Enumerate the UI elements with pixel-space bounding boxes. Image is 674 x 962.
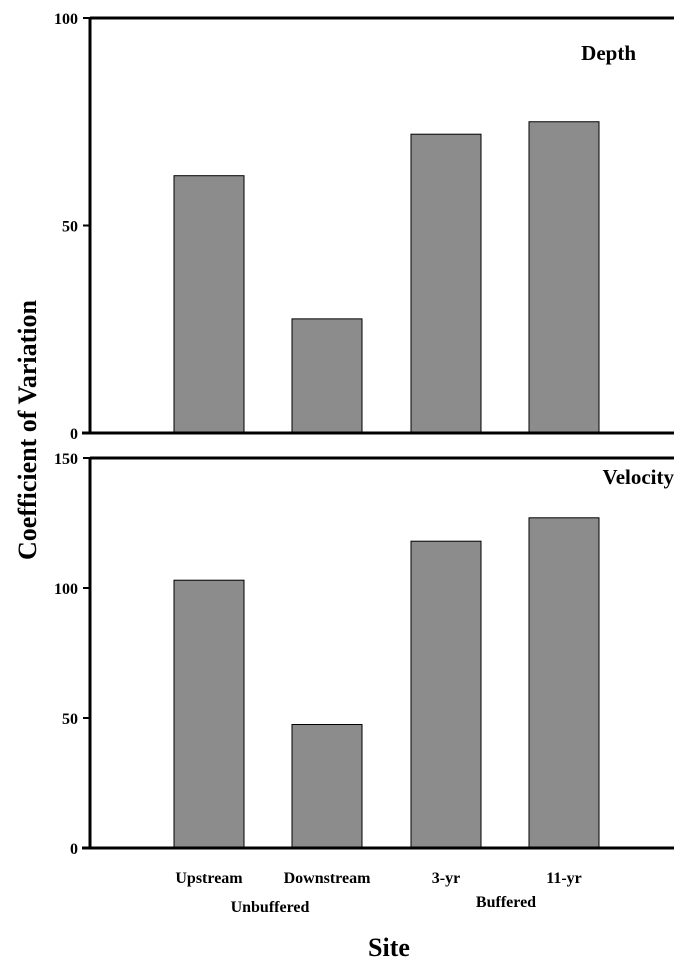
depth-panel: 0 50 100 [54, 11, 674, 443]
y-axis-title: Coefficient of Variation [13, 299, 42, 560]
x-axis-title: Site [368, 933, 410, 962]
velocity-panel-title: Velocity [602, 465, 674, 489]
x-tick-label: 3-yr [432, 870, 460, 887]
bar-11-yr [528, 517, 600, 849]
y-tick-label: 100 [54, 11, 78, 28]
bar-3-yr [410, 540, 482, 849]
x-tick-label: Upstream [175, 870, 243, 887]
x-tick-label: 11-yr [546, 870, 582, 887]
bar-3-yr [410, 133, 482, 434]
bar-upstream [173, 175, 245, 434]
velocity-panel: 0 50 100 150 Upstream Downstream 3-yr 11-yr [54, 451, 674, 887]
x-tick-label: Downstream [284, 870, 371, 887]
x-group-label-buffered: Buffered [476, 894, 536, 911]
y-tick-label: 0 [70, 426, 78, 443]
y-tick-label: 50 [62, 711, 78, 728]
y-tick-label: 150 [54, 451, 78, 468]
depth-panel-title: Depth [581, 41, 636, 65]
bar-downstream [291, 724, 363, 849]
bar-downstream [291, 318, 363, 434]
y-tick-label: 50 [62, 219, 78, 236]
y-tick-label: 100 [54, 581, 78, 598]
x-group-label-unbuffered: Unbuffered [231, 899, 310, 916]
bar-upstream [173, 579, 245, 849]
y-tick-label: 0 [70, 841, 78, 858]
bar-11-yr [528, 121, 600, 434]
